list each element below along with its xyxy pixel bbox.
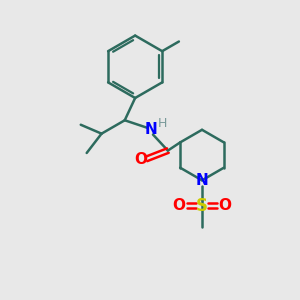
Text: N: N — [196, 173, 208, 188]
Text: O: O — [218, 198, 231, 213]
Text: O: O — [134, 152, 147, 167]
Text: N: N — [145, 122, 158, 137]
Text: S: S — [196, 196, 208, 214]
Text: H: H — [158, 117, 167, 130]
Text: O: O — [172, 198, 186, 213]
